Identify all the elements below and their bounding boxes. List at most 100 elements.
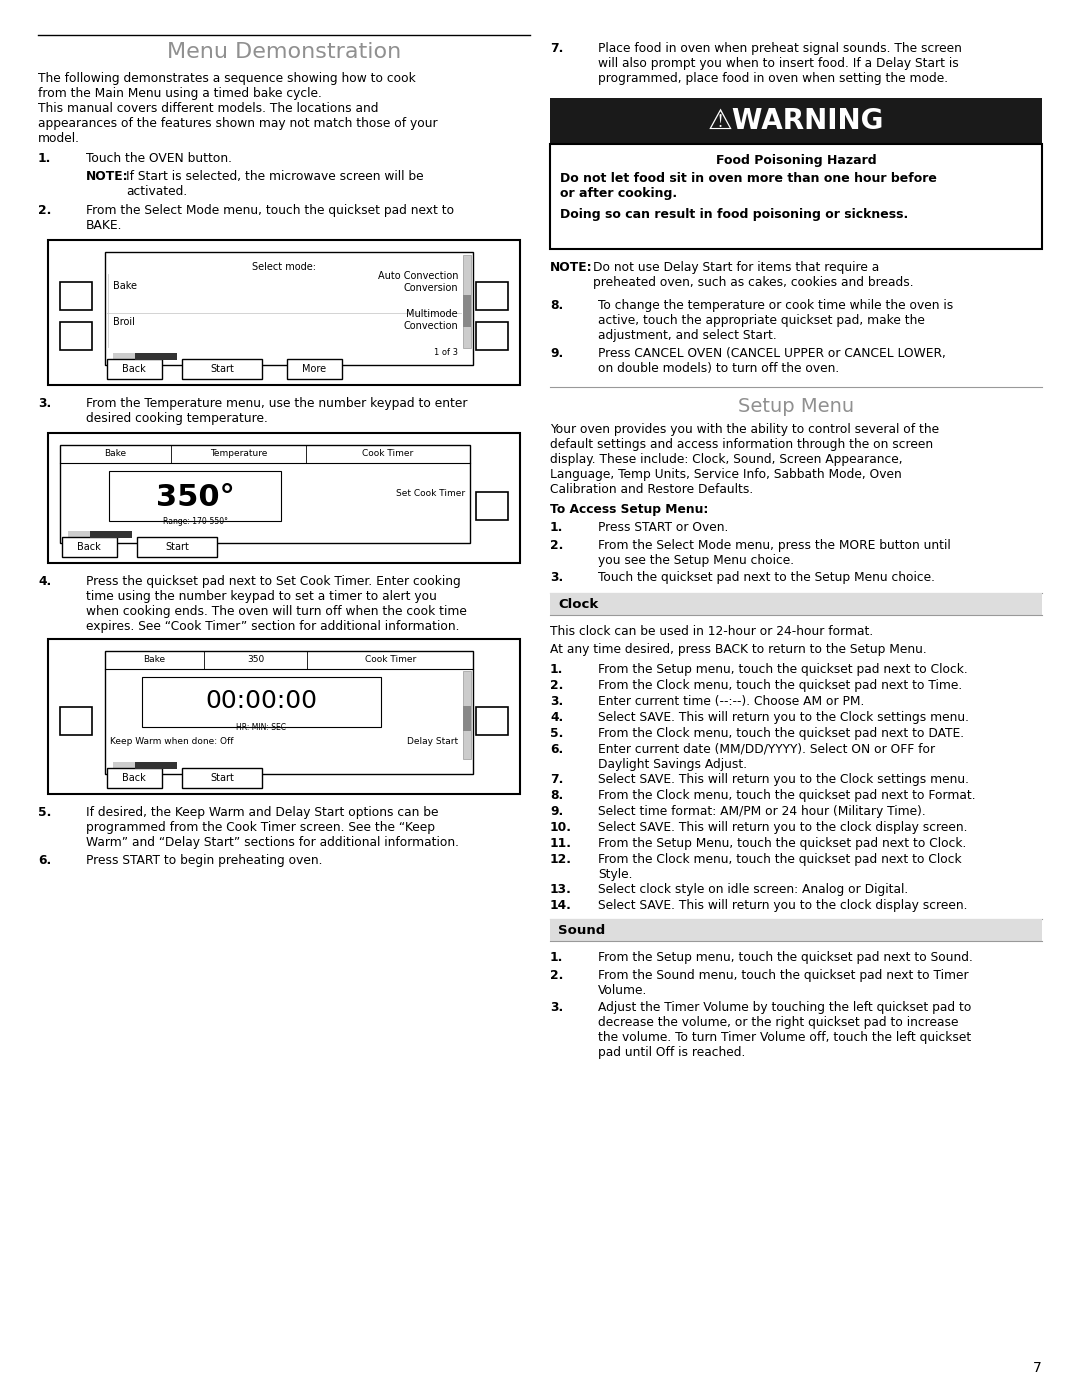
Text: Select clock style on idle screen: Analog or Digital.: Select clock style on idle screen: Analo… [598, 883, 908, 895]
Text: Place food in oven when preheat signal sounds. The screen
will also prompt you w: Place food in oven when preheat signal s… [598, 42, 962, 85]
Bar [62, 536, 117, 557]
Text: Keep Warm when done: Off: Keep Warm when done: Off [110, 736, 233, 746]
Text: To change the temperature or cook time while the oven is
active, touch the appro: To change the temperature or cook time w… [598, 299, 954, 342]
Text: More: More [302, 365, 326, 374]
Text: From the Temperature menu, use the number keypad to enter
desired cooking temper: From the Temperature menu, use the numbe… [86, 397, 468, 425]
Text: Select SAVE. This will return you to the clock display screen.: Select SAVE. This will return you to the… [598, 900, 968, 912]
Text: Touch the OVEN button.: Touch the OVEN button. [86, 152, 232, 165]
Text: 1 of 3: 1 of 3 [434, 348, 458, 358]
Text: Doing so can result in food poisoning or sickness.: Doing so can result in food poisoning or… [561, 208, 908, 221]
Text: Auto Convection
Conversion: Auto Convection Conversion [378, 271, 458, 293]
Text: ⚠WARNING: ⚠WARNING [707, 108, 885, 136]
Text: 5.: 5. [38, 806, 52, 819]
Text: Back: Back [122, 365, 146, 374]
Text: Menu Demonstration: Menu Demonstration [167, 42, 401, 61]
Text: Cook Timer: Cook Timer [365, 655, 416, 665]
Text: 2.: 2. [38, 204, 52, 217]
Text: 1.: 1. [550, 664, 564, 676]
Text: 4.: 4. [550, 711, 564, 724]
Text: Bake: Bake [144, 655, 165, 665]
Bar [287, 359, 342, 379]
Text: From the Clock menu, touch the quickset pad next to Clock
Style.: From the Clock menu, touch the quickset … [598, 854, 961, 882]
Text: 4.: 4. [38, 576, 51, 588]
Text: 350°: 350° [156, 482, 234, 511]
Bar [463, 707, 471, 731]
Text: 350: 350 [247, 655, 265, 665]
Text: 3.: 3. [38, 397, 51, 409]
Text: NOTE:: NOTE: [550, 261, 593, 274]
Bar [183, 768, 262, 788]
Text: Delay Start: Delay Start [407, 736, 458, 746]
Text: Start: Start [211, 365, 234, 374]
Bar [183, 359, 262, 379]
Text: From the Setup Menu, touch the quickset pad next to Clock.: From the Setup Menu, touch the quickset … [598, 837, 967, 849]
Text: At any time desired, press BACK to return to the Setup Menu.: At any time desired, press BACK to retur… [550, 643, 927, 657]
Text: Range: 170-550°: Range: 170-550° [163, 517, 228, 527]
Text: 2.: 2. [550, 970, 564, 982]
Text: Food Poisoning Hazard: Food Poisoning Hazard [716, 154, 876, 168]
Text: 7.: 7. [550, 42, 564, 54]
Bar [463, 256, 471, 348]
Bar [463, 671, 471, 759]
Text: Press START to begin preheating oven.: Press START to begin preheating oven. [86, 854, 323, 868]
Text: Bake: Bake [105, 450, 126, 458]
Text: NOTE:: NOTE: [86, 170, 129, 183]
Bar [113, 761, 173, 768]
Bar [135, 761, 177, 768]
Text: 7: 7 [1034, 1361, 1042, 1375]
Bar [476, 492, 508, 520]
Text: If Start is selected, the microwave screen will be
activated.: If Start is selected, the microwave scre… [126, 170, 423, 198]
Text: Do not let food sit in oven more than one hour before
or after cooking.: Do not let food sit in oven more than on… [561, 172, 936, 200]
Bar [550, 919, 1042, 942]
Text: Adjust the Timer Volume by touching the left quickset pad to
decrease the volume: Adjust the Timer Volume by touching the … [598, 1002, 971, 1059]
Text: 6.: 6. [38, 854, 51, 868]
Bar [476, 282, 508, 310]
Text: Multimode
Convection: Multimode Convection [403, 309, 458, 331]
Text: Do not use Delay Start for items that require a
preheated oven, such as cakes, c: Do not use Delay Start for items that re… [593, 261, 914, 289]
Text: Enter current time (--:--). Choose AM or PM.: Enter current time (--:--). Choose AM or… [598, 694, 864, 708]
Text: 9.: 9. [550, 346, 564, 360]
Text: Set Cook Timer: Set Cook Timer [396, 489, 465, 497]
Bar [476, 321, 508, 351]
Bar [68, 531, 129, 538]
Text: Sound: Sound [558, 923, 605, 936]
Text: From the Select Mode menu, touch the quickset pad next to
BAKE.: From the Select Mode menu, touch the qui… [86, 204, 454, 232]
Text: Cook Timer: Cook Timer [363, 450, 414, 458]
Text: 3.: 3. [550, 694, 564, 708]
Text: 13.: 13. [550, 883, 572, 895]
Bar [135, 353, 177, 360]
Text: Select time format: AM/PM or 24 hour (Military Time).: Select time format: AM/PM or 24 hour (Mi… [598, 805, 926, 819]
Text: 11.: 11. [550, 837, 572, 849]
Text: 12.: 12. [550, 854, 572, 866]
Text: Start: Start [165, 542, 189, 552]
Text: The following demonstrates a sequence showing how to cook
from the Main Menu usi: The following demonstrates a sequence sh… [38, 73, 416, 101]
Text: Setup Menu: Setup Menu [738, 397, 854, 416]
Text: 2.: 2. [550, 539, 564, 552]
Text: From the Select Mode menu, press the MORE button until
you see the Setup Menu ch: From the Select Mode menu, press the MOR… [598, 539, 950, 567]
Text: Press the quickset pad next to Set Cook Timer. Enter cooking
time using the numb: Press the quickset pad next to Set Cook … [86, 576, 467, 633]
Text: Select SAVE. This will return you to the clock display screen.: Select SAVE. This will return you to the… [598, 821, 968, 834]
Text: If desired, the Keep Warm and Delay Start options can be
programmed from the Coo: If desired, the Keep Warm and Delay Star… [86, 806, 459, 849]
Bar [107, 359, 162, 379]
Bar [476, 707, 508, 735]
Text: Touch the quickset pad next to the Setup Menu choice.: Touch the quickset pad next to the Setup… [598, 571, 935, 584]
Text: Select mode:: Select mode: [252, 263, 316, 272]
Text: 1.: 1. [38, 152, 52, 165]
Bar [105, 251, 473, 365]
Text: Select SAVE. This will return you to the Clock settings menu.: Select SAVE. This will return you to the… [598, 711, 969, 724]
Text: 14.: 14. [550, 900, 572, 912]
Text: Press START or Oven.: Press START or Oven. [598, 521, 728, 534]
Bar [48, 433, 519, 563]
Text: Temperature: Temperature [210, 450, 267, 458]
Bar [90, 531, 132, 538]
Text: Select SAVE. This will return you to the Clock settings menu.: Select SAVE. This will return you to the… [598, 773, 969, 787]
Text: Press CANCEL OVEN (CANCEL UPPER or CANCEL LOWER,
on double models) to turn off t: Press CANCEL OVEN (CANCEL UPPER or CANCE… [598, 346, 946, 374]
Bar [137, 536, 217, 557]
Bar [463, 295, 471, 327]
Text: 1.: 1. [550, 951, 564, 964]
Text: 7.: 7. [550, 773, 564, 787]
Text: From the Clock menu, touch the quickset pad next to Format.: From the Clock menu, touch the quickset … [598, 789, 975, 802]
Bar [550, 98, 1042, 144]
Text: Your oven provides you with the ability to control several of the
default settin: Your oven provides you with the ability … [550, 423, 940, 496]
Text: From the Clock menu, touch the quickset pad next to Time.: From the Clock menu, touch the quickset … [598, 679, 962, 692]
